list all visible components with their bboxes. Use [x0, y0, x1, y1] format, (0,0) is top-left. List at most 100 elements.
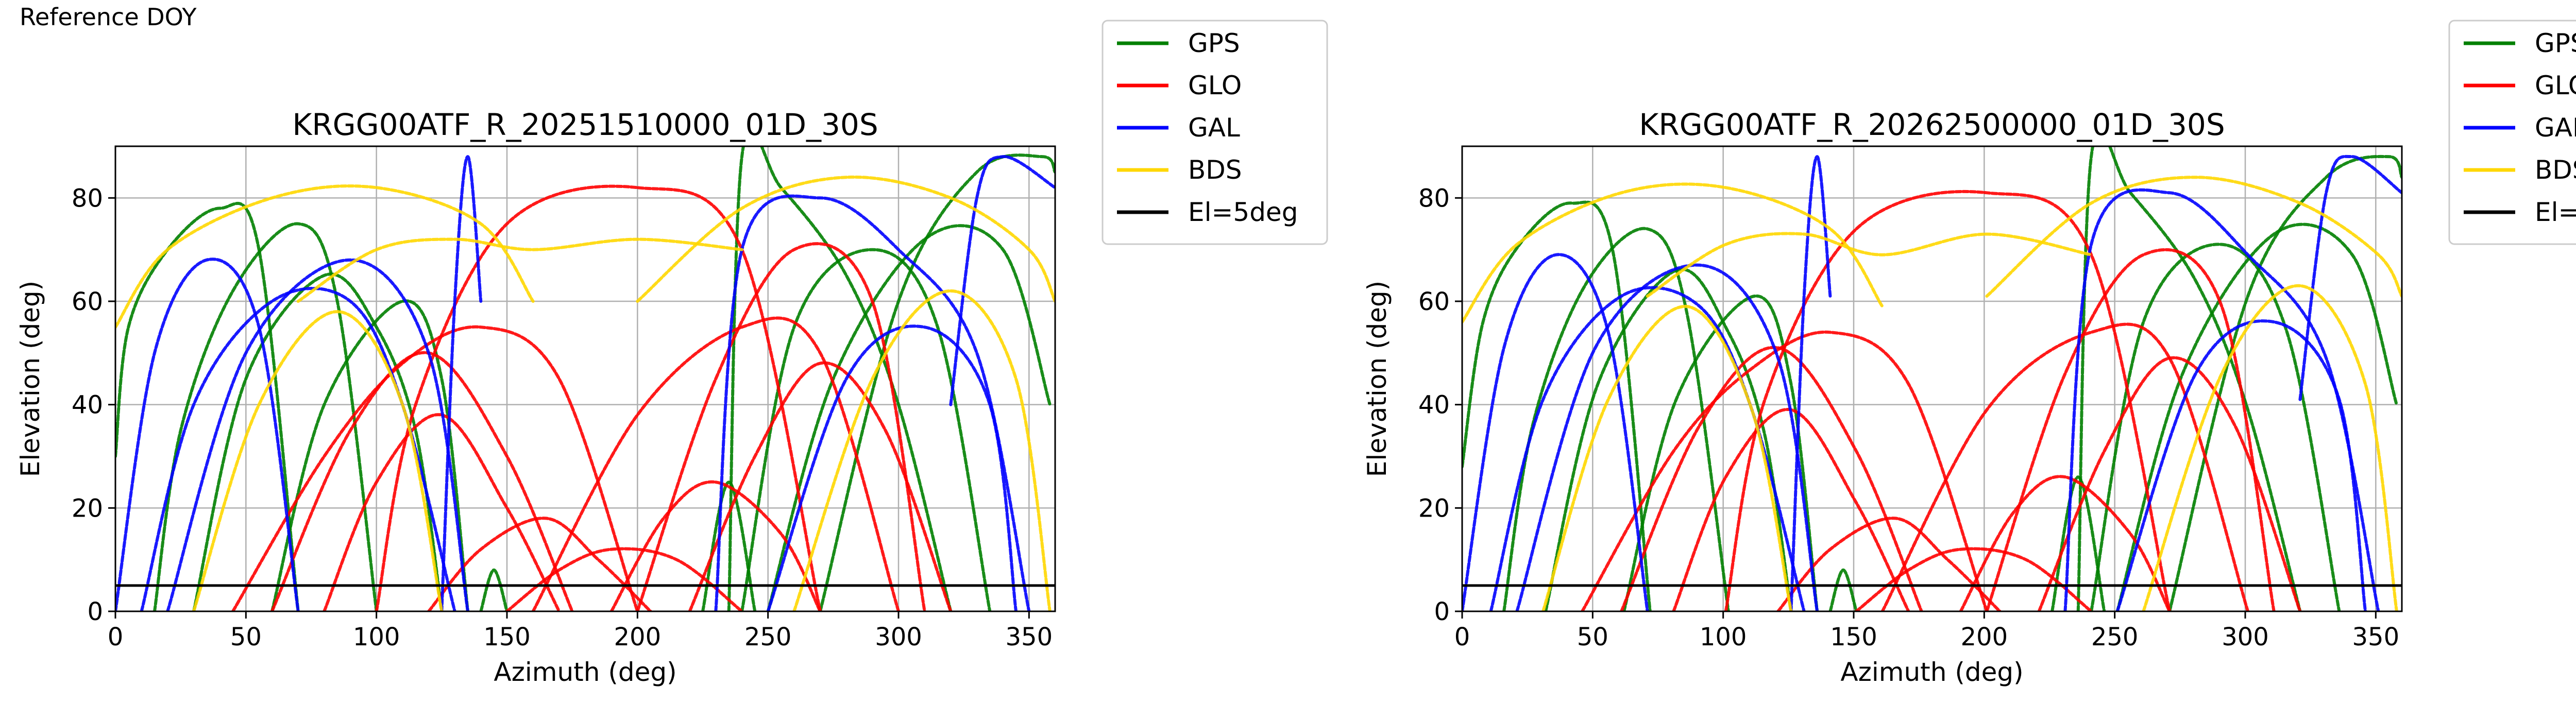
series-track-gps — [766, 224, 1052, 611]
x-tick-label: 100 — [1700, 623, 1747, 652]
series-track-gps — [192, 272, 444, 611]
y-tick-label: 80 — [1418, 184, 1450, 213]
legend-box — [1101, 20, 1328, 245]
legend-label: BDS — [2535, 155, 2576, 185]
series-track-glo — [1985, 248, 2276, 611]
series-track-glo — [1620, 346, 1923, 611]
y-tick-label: 80 — [72, 184, 103, 213]
series-track-gps — [2115, 222, 2398, 611]
series-track-bds — [1646, 232, 2093, 298]
y-axis-label: Elevation (deg) — [1362, 281, 1392, 477]
series-track-bds — [1985, 176, 2402, 298]
series-track-gps — [479, 568, 509, 611]
series-track-glo — [1776, 517, 2002, 611]
x-tick-label: 50 — [230, 623, 262, 652]
series-track-glo — [1581, 330, 1989, 611]
series-track-gps — [1828, 568, 1858, 611]
x-tick-label: 350 — [2352, 623, 2400, 652]
x-axis-label: Azimuth (deg) — [1840, 657, 2023, 687]
x-tick-label: 150 — [1830, 623, 1877, 652]
legend-label: GAL — [1188, 113, 1240, 143]
legend: GPS GLO GAL BDS El=5deg — [1101, 20, 1328, 245]
x-axis-label: Azimuth (deg) — [494, 657, 676, 687]
series-track-glo — [505, 547, 743, 611]
x-tick-label: 200 — [614, 623, 662, 652]
series-track-gal — [1462, 253, 1649, 611]
series-track-gal — [115, 258, 300, 611]
series-track-gps — [740, 248, 992, 611]
series-track-gps — [115, 202, 300, 611]
x-tick-label: 300 — [2222, 623, 2269, 652]
x-tick-label: 200 — [1961, 623, 2008, 652]
series-track-gal — [140, 286, 456, 611]
x-tick-label: 50 — [1577, 623, 1608, 652]
y-tick-label: 60 — [1418, 287, 1450, 316]
legend-label: El=5deg — [2535, 197, 2576, 227]
series-track-gal — [2115, 319, 2367, 611]
series-track-glo — [1959, 475, 2172, 611]
series-track-gal — [766, 324, 1018, 611]
chart-title: KRGG00ATF_R_20251510000_01D_30S — [292, 107, 878, 142]
y-tick-label: 0 — [87, 597, 103, 626]
series-track-bds — [792, 289, 1052, 611]
series-track-glo — [1855, 547, 2093, 611]
series-track-bds — [1541, 304, 1793, 611]
figure-title: Reference DOY — [20, 3, 197, 31]
y-tick-label: 60 — [72, 287, 103, 316]
series-track-gps — [701, 481, 757, 611]
series-track-gps — [2050, 475, 2106, 611]
series-track-glo — [531, 316, 900, 611]
series-track-glo — [609, 480, 822, 611]
series-track-gal — [2298, 155, 2402, 401]
series-track-gps — [2090, 243, 2341, 611]
legend-label: GPS — [1188, 28, 1240, 58]
series-track-bds — [2142, 284, 2398, 611]
x-tick-label: 350 — [1006, 623, 1053, 652]
y-tick-label: 20 — [72, 494, 103, 523]
series-track-bds — [636, 175, 1055, 303]
x-tick-label: 300 — [875, 623, 922, 652]
x-tick-label: 250 — [2091, 623, 2139, 652]
legend-box — [2448, 20, 2576, 245]
series-track-gps — [819, 153, 1055, 611]
series-track-bds — [115, 184, 535, 329]
series-track-gal — [440, 155, 483, 611]
axes-frame — [1461, 145, 2403, 612]
x-tick-label: 0 — [1454, 623, 1470, 652]
series-track-glo — [2037, 356, 2302, 611]
legend-label: El=5deg — [1188, 197, 1298, 227]
series-track-gps — [2168, 155, 2402, 611]
y-tick-label: 40 — [1418, 391, 1450, 420]
series-track-glo — [427, 517, 652, 611]
chart-title: KRGG00ATF_R_20262500000_01D_30S — [1639, 107, 2225, 142]
series-track-gal — [1515, 263, 1819, 611]
legend-label: GLO — [1188, 71, 1242, 100]
series-track-glo — [688, 361, 953, 611]
y-tick-label: 40 — [72, 391, 103, 420]
series-track-gal — [949, 155, 1055, 406]
series-track-gal — [714, 194, 1031, 611]
series-track-glo — [636, 242, 926, 611]
x-tick-label: 100 — [353, 623, 400, 652]
series-track-gal — [1789, 155, 1832, 611]
x-tick-label: 150 — [483, 623, 531, 652]
plot-area — [1462, 146, 2402, 611]
legend-label: BDS — [1188, 155, 1242, 185]
series-track-gal — [1489, 286, 1806, 611]
series-track-bds — [296, 237, 743, 303]
chart-panel-1: 0 50 100 150 200 250 300 350 0 20 40 60 80 KRGG00ATF_… — [15, 20, 1328, 687]
legend-label: GAL — [2535, 113, 2576, 143]
x-tick-label: 0 — [108, 623, 124, 652]
y-axis-label: Elevation (deg) — [15, 281, 45, 477]
chart-panel-2: 0 50 100 150 200 250 300 350 0 20 40 60 80 KRGG00ATF_… — [1362, 20, 2576, 687]
x-tick-label: 250 — [744, 623, 792, 652]
axes-frame — [114, 145, 1056, 612]
plot-area — [115, 146, 1055, 611]
series-track-gps — [1544, 267, 1793, 611]
series-track-glo — [231, 325, 639, 611]
y-tick-label: 20 — [1418, 494, 1450, 523]
y-tick-label: 0 — [1434, 597, 1450, 626]
series-track-gps — [270, 299, 469, 611]
series-track-bds — [192, 310, 444, 611]
